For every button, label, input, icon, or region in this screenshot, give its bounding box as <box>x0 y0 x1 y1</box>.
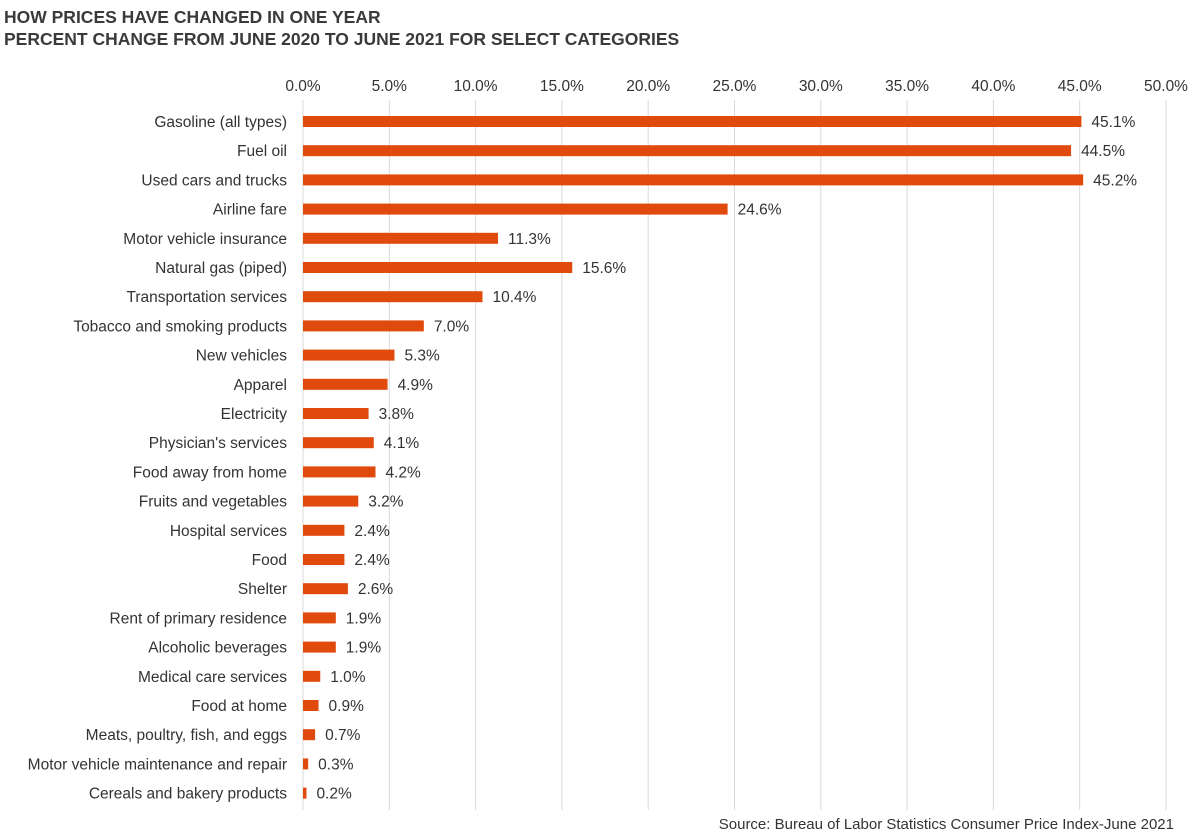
bar <box>303 174 1084 186</box>
bar <box>303 349 395 361</box>
value-label: 0.7% <box>325 727 361 744</box>
value-label: 0.2% <box>316 786 352 803</box>
bar <box>303 262 573 273</box>
value-label: 15.6% <box>582 260 626 277</box>
value-label: 5.3% <box>404 348 440 365</box>
value-label: 3.2% <box>368 494 404 511</box>
x-tick-label: 10.0% <box>454 78 498 95</box>
category-label: Electricity <box>221 406 288 423</box>
bar <box>303 116 1082 127</box>
value-label: 2.6% <box>358 581 394 598</box>
chart-title-line: HOW PRICES HAVE CHANGED IN ONE YEAR <box>4 7 381 27</box>
category-label: Airline fare <box>213 202 287 219</box>
category-label: Meats, poultry, fish, and eggs <box>86 727 288 744</box>
category-label: Used cars and trucks <box>141 172 287 189</box>
value-label: 4.2% <box>385 464 421 481</box>
value-label: 44.5% <box>1081 143 1125 160</box>
category-label: Natural gas (piped) <box>155 260 287 277</box>
value-label: 4.1% <box>384 435 420 452</box>
value-label: 0.3% <box>318 756 354 773</box>
category-label: Motor vehicle maintenance and repair <box>28 756 287 773</box>
x-tick-label: 20.0% <box>626 78 670 95</box>
category-labels: Gasoline (all types) Fuel oil Used cars an… <box>28 114 288 803</box>
bar <box>303 203 728 215</box>
value-label: 45.1% <box>1091 114 1135 131</box>
value-label: 24.6% <box>738 202 782 219</box>
category-label: Motor vehicle insurance <box>123 231 287 248</box>
bar <box>303 145 1072 157</box>
value-label: 11.3% <box>508 231 551 248</box>
gridlines <box>302 100 1167 810</box>
category-label: Fruits and vegetables <box>139 494 287 511</box>
value-label: 4.9% <box>398 377 434 394</box>
bars <box>303 116 1084 799</box>
x-tick-label: 15.0% <box>540 78 584 95</box>
category-label: Hospital services <box>170 523 287 540</box>
bar <box>303 641 336 653</box>
bar <box>303 729 316 741</box>
bar <box>303 554 345 565</box>
x-tick-label: 5.0% <box>372 78 408 95</box>
bar <box>303 758 309 770</box>
bar <box>303 320 424 332</box>
bar <box>303 524 345 536</box>
category-label: Apparel <box>234 377 287 394</box>
x-tick-label: 45.0% <box>1058 78 1102 95</box>
bar <box>303 232 499 244</box>
bar <box>303 612 336 624</box>
x-tick-label: 25.0% <box>713 78 757 95</box>
x-axis-tick-labels: 0.0% 5.0% 10.0% 15.0% 20.0% 25.0% 30.0% 35.0% 40… <box>285 78 1188 95</box>
bar <box>303 291 483 303</box>
category-label: Transportation services <box>126 289 287 306</box>
bar <box>303 378 388 390</box>
bar <box>303 466 376 478</box>
category-label: Medical care services <box>138 669 287 686</box>
category-label: Food away from home <box>133 464 287 481</box>
category-label: Alcoholic beverages <box>148 640 287 657</box>
x-tick-label: 0.0% <box>285 78 321 95</box>
bar <box>303 583 348 595</box>
bar <box>303 495 359 507</box>
category-label: New vehicles <box>196 348 288 365</box>
value-label: 2.4% <box>354 523 390 540</box>
chart-title: HOW PRICES HAVE CHANGED IN ONE YEAR PERC… <box>4 6 679 50</box>
bar <box>303 787 307 799</box>
x-tick-label: 40.0% <box>971 78 1015 95</box>
x-tick-label: 50.0% <box>1144 78 1188 95</box>
category-label: Physician's services <box>149 435 287 452</box>
value-label: 1.0% <box>330 669 366 686</box>
value-labels: 45.1% 44.5% 45.2% 24.6% 11.3% 15.6% 10.4% 7.0% 5… <box>316 114 1137 803</box>
x-tick-label: 30.0% <box>799 78 843 95</box>
value-label: 3.8% <box>379 406 415 423</box>
value-label: 1.9% <box>346 640 382 657</box>
bar <box>303 700 319 711</box>
category-label: Gasoline (all types) <box>154 114 287 131</box>
category-label: Cereals and bakery products <box>89 786 287 803</box>
category-label: Food <box>252 552 287 569</box>
x-tick-label: 35.0% <box>885 78 929 95</box>
category-label: Shelter <box>238 581 287 598</box>
source-note: Source: Bureau of Labor Statistics Consu… <box>718 816 1174 833</box>
category-label: Fuel oil <box>237 143 287 160</box>
category-label: Tobacco and smoking products <box>73 318 287 335</box>
value-label: 10.4% <box>493 289 537 306</box>
value-label: 45.2% <box>1093 172 1137 189</box>
chart-subtitle-line: PERCENT CHANGE FROM JUNE 2020 TO JUNE 20… <box>4 29 680 49</box>
value-label: 7.0% <box>434 318 470 335</box>
value-label: 0.9% <box>329 698 365 715</box>
bar <box>303 670 321 682</box>
category-label: Rent of primary residence <box>110 610 287 627</box>
category-label: Food at home <box>191 698 287 715</box>
bar <box>303 408 369 419</box>
bar <box>303 437 374 449</box>
value-label: 2.4% <box>354 552 390 569</box>
value-label: 1.9% <box>346 610 382 627</box>
